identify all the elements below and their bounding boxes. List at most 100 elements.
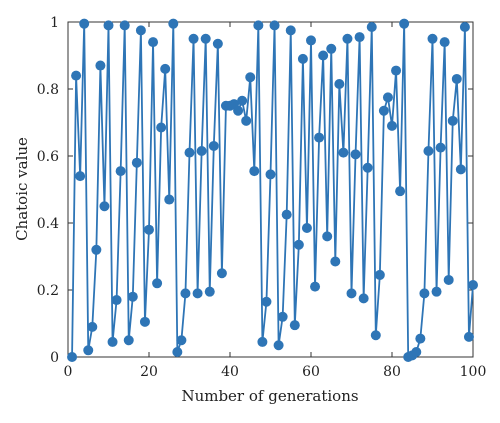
data-point [123, 335, 134, 346]
data-point [200, 33, 211, 44]
data-point [192, 288, 203, 299]
data-point [306, 35, 316, 46]
data-point [216, 268, 227, 279]
data-point [463, 331, 474, 342]
data-point [156, 122, 167, 133]
data-point [289, 320, 300, 331]
plot-frame [67, 21, 474, 358]
data-point [468, 279, 478, 290]
data-point [382, 92, 393, 103]
data-point [188, 33, 199, 44]
data-point [374, 269, 385, 280]
data-point [83, 345, 94, 356]
data-point [330, 256, 341, 267]
data-point [245, 72, 256, 83]
data-point [415, 333, 426, 344]
data-point [354, 32, 365, 43]
data-point [326, 43, 337, 54]
data-point [233, 105, 244, 116]
data-point [196, 145, 207, 156]
data-point [184, 147, 195, 158]
data-point [350, 149, 361, 160]
x-tick-label: 100 [460, 364, 487, 380]
data-point [435, 142, 446, 153]
data-point [439, 37, 450, 48]
data-point [301, 223, 312, 234]
data-point [447, 115, 458, 126]
data-point [75, 171, 86, 182]
data-point [459, 22, 470, 33]
y-axis-label: Chatoic value [13, 137, 31, 241]
y-tick-label: 0 [50, 350, 59, 366]
y-tick-label: 0.8 [37, 82, 59, 98]
data-point [99, 201, 110, 212]
data-point [111, 295, 122, 306]
data-point [281, 209, 292, 220]
data-point [265, 169, 276, 180]
data-point [419, 288, 430, 299]
data-point [427, 33, 438, 44]
data-point [237, 95, 248, 106]
data-point [152, 278, 163, 289]
data-point [253, 20, 264, 31]
data-point [277, 311, 288, 322]
data-point [208, 140, 219, 151]
data-point [87, 321, 98, 332]
data-point [107, 336, 118, 347]
data-point [318, 50, 329, 61]
data-point [423, 145, 434, 156]
data-point [338, 147, 349, 158]
data-point [241, 115, 252, 126]
data-point [293, 239, 304, 250]
data-point [257, 336, 268, 347]
data-point [119, 20, 130, 31]
series-group [67, 18, 478, 362]
data-point [314, 132, 325, 143]
data-point [91, 244, 102, 255]
data-point [103, 20, 114, 31]
data-point [180, 288, 191, 299]
data-point [212, 38, 223, 49]
data-point [395, 186, 406, 197]
data-point [269, 20, 280, 31]
data-point [95, 60, 106, 71]
data-point [261, 296, 272, 307]
data-point [399, 18, 410, 29]
x-tick-label: 20 [140, 364, 158, 380]
data-point [71, 70, 82, 81]
data-point [115, 166, 126, 177]
data-point [391, 65, 402, 76]
data-point [310, 281, 321, 292]
data-point [358, 293, 369, 304]
y-tick-label: 0.2 [37, 283, 59, 299]
data-point [378, 105, 389, 116]
data-point [297, 53, 308, 64]
data-point [79, 18, 90, 29]
x-tick-label: 80 [383, 364, 401, 380]
x-axis-label: Number of generations [181, 387, 358, 405]
data-point [322, 231, 333, 242]
series-line-0 [71, 22, 474, 358]
data-point [67, 352, 78, 362]
data-point [176, 335, 187, 346]
data-point [431, 286, 442, 297]
data-point [148, 37, 159, 48]
y-tick-label: 0.6 [37, 149, 59, 165]
data-point [168, 18, 179, 29]
data-point [204, 286, 215, 297]
axis-tick-labels: 0 20 40 60 80 100 0 0.2 0.4 0.6 0.8 1 [37, 15, 487, 380]
y-tick-label: 1 [50, 15, 59, 31]
x-tick-label: 60 [302, 364, 320, 380]
data-point [346, 288, 357, 299]
data-point [455, 164, 466, 175]
data-point [370, 330, 381, 341]
data-point [285, 25, 296, 36]
data-point [127, 291, 138, 302]
data-point [164, 194, 175, 205]
data-point [334, 78, 345, 89]
data-point [160, 63, 171, 74]
data-point [144, 224, 154, 235]
data-point [443, 274, 454, 285]
data-point [273, 340, 284, 351]
